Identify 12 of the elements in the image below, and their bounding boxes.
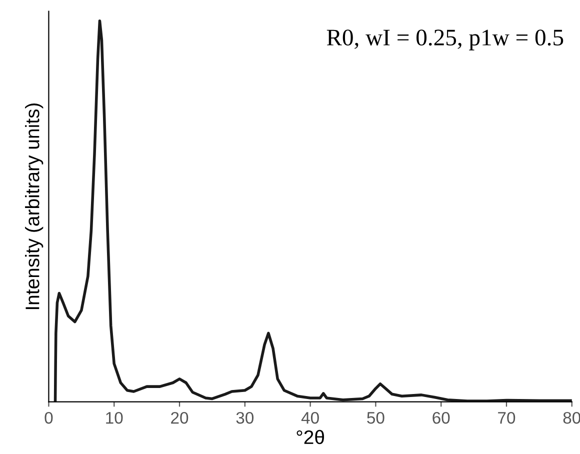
x-tick-label: 60 [432,412,450,424]
x-tick-label: 10 [106,412,123,424]
annotation: R0, wI = 0.25, p1w = 0.5 [326,30,564,50]
x-tick-label: 50 [367,412,384,424]
y-axis-title: Intensity (arbitrary units) [25,103,44,310]
x-tick-label: 80 [563,412,580,424]
x-tick-label: 70 [498,412,516,424]
x-tick-label: 40 [301,412,319,424]
x-tick-label: 0 [44,412,53,424]
x-tick-label: 20 [171,412,188,424]
x-axis-title: °2θ [296,430,324,444]
x-tick-label: 30 [236,412,254,424]
